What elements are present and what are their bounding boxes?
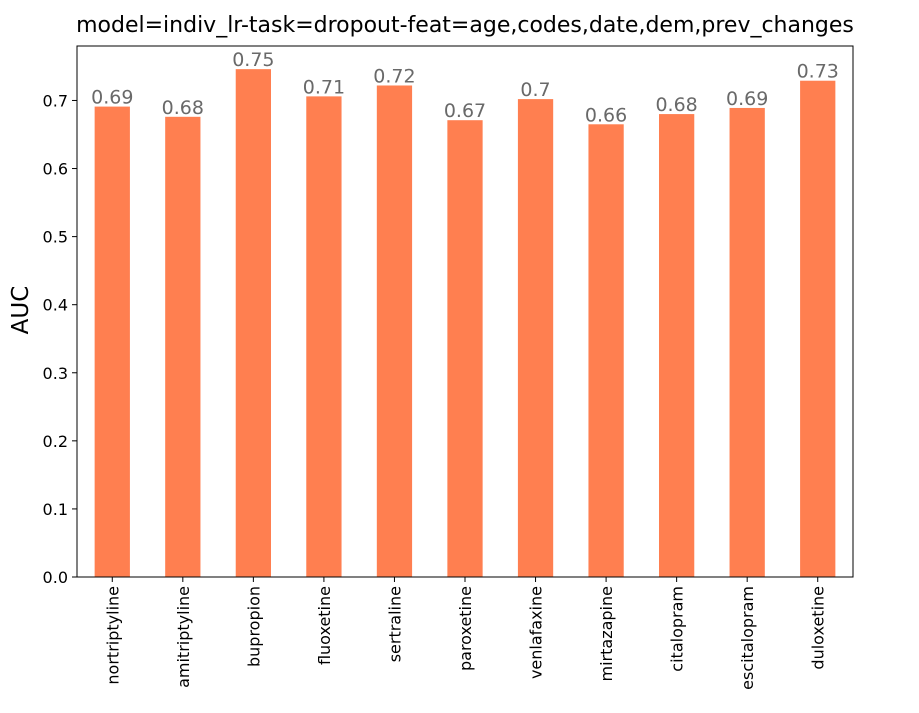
- bar-amitriptyline: [165, 116, 201, 578]
- y-axis-label: AUC: [8, 286, 34, 335]
- plot-frame: [76, 45, 854, 578]
- value-label-bupropion: 0.75: [232, 49, 274, 71]
- value-labels-group: 0.69 0.68 0.75 0.71 0.72 0.67 0.7 0.66 0.68 0.69 0…: [91, 49, 839, 126]
- y-tick-label-0-5: 0.5: [43, 228, 68, 247]
- bar-sertraline: [376, 85, 413, 577]
- bar-bupropion: [235, 69, 271, 578]
- value-label-duloxetine: 0.73: [797, 61, 839, 83]
- x-axis: nortriptyline amitriptyline bupropion fluox…: [103, 577, 828, 690]
- value-label-fluoxetine: 0.71: [303, 76, 345, 98]
- bar-mirtazapine: [588, 124, 624, 578]
- x-tick-label-amitriptyline: amitriptyline: [174, 586, 193, 688]
- y-tick-label-0-6: 0.6: [43, 160, 68, 179]
- bar-escitalopram: [729, 107, 765, 577]
- y-tick-label-0-2: 0.2: [43, 432, 68, 451]
- bars-group: [94, 69, 836, 578]
- value-label-amitriptyline: 0.68: [162, 97, 204, 119]
- bar-duloxetine: [800, 80, 836, 577]
- bar-fluoxetine: [306, 96, 342, 577]
- bar-nortriptyline: [94, 106, 130, 577]
- x-tick-label-paroxetine: paroxetine: [456, 586, 475, 671]
- y-tick-label-0-1: 0.1: [43, 500, 68, 519]
- value-label-nortriptyline: 0.69: [91, 87, 133, 109]
- x-tick-label-fluoxetine: fluoxetine: [315, 586, 334, 665]
- bar-venlafaxine: [517, 99, 554, 577]
- value-label-mirtazapine: 0.66: [585, 104, 627, 126]
- x-tick-label-sertraline: sertraline: [385, 586, 404, 662]
- value-label-paroxetine: 0.67: [444, 100, 486, 122]
- y-tick-label-0-0: 0.0: [43, 568, 68, 587]
- value-label-citalopram: 0.68: [655, 94, 697, 116]
- bar-paroxetine: [447, 120, 483, 577]
- value-label-escitalopram: 0.69: [726, 88, 768, 110]
- y-tick-label-0-3: 0.3: [43, 364, 68, 383]
- x-tick-label-mirtazapine: mirtazapine: [597, 586, 616, 681]
- y-tick-label-0-4: 0.4: [43, 296, 68, 315]
- x-tick-label-citalopram: citalopram: [668, 586, 687, 672]
- x-tick-label-bupropion: bupropion: [244, 586, 263, 667]
- chart-title: model=indiv_lr-task=dropout-feat=age,cod…: [76, 13, 854, 38]
- y-axis: 0.0 0.1 0.2 0.3 0.4 0.5 0.6 0.7: [43, 91, 77, 587]
- y-tick-label-0-7: 0.7: [43, 91, 68, 110]
- x-tick-label-escitalopram: escitalopram: [738, 586, 757, 690]
- x-tick-label-nortriptyline: nortriptyline: [103, 586, 122, 685]
- value-label-venlafaxine: 0.7: [520, 79, 550, 101]
- x-tick-label-duloxetine: duloxetine: [809, 586, 828, 670]
- value-label-sertraline: 0.72: [373, 65, 415, 87]
- x-tick-label-venlafaxine: venlafaxine: [527, 586, 546, 679]
- bar-citalopram: [659, 114, 695, 578]
